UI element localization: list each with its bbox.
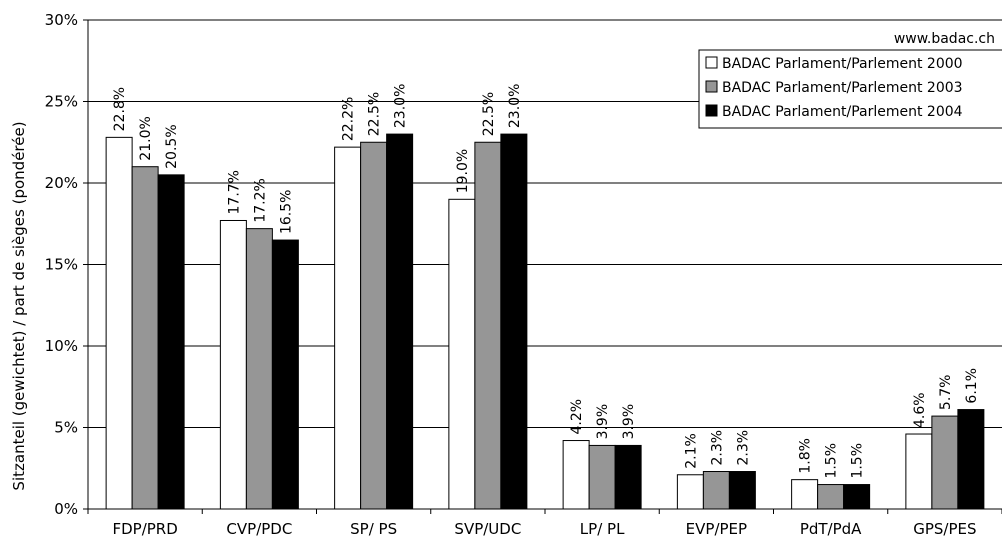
legend-swatch (705, 80, 718, 93)
data-label: 6.1% (964, 368, 980, 404)
bar (157, 174, 185, 510)
data-label: 2.1% (683, 433, 699, 469)
data-label: 20.5% (164, 124, 180, 168)
x-tick-label: LP/ PL (580, 520, 625, 538)
y-tick-label: 0% (54, 500, 78, 518)
x-tick-label: CVP/PDC (226, 520, 292, 538)
data-label: 22.8% (112, 87, 128, 131)
legend-label: BADAC Parlament/Parlement 2000 (722, 56, 963, 72)
x-tick-label: PdT/PdA (800, 520, 862, 538)
data-label: 1.5% (824, 443, 840, 479)
data-label: 16.5% (278, 190, 294, 234)
data-label: 3.9% (621, 404, 637, 440)
bar (588, 444, 616, 510)
x-tick-label: EVP/PEP (686, 520, 747, 538)
data-label: 2.3% (709, 430, 725, 466)
bar (245, 228, 273, 510)
legend: BADAC Parlament/Parlement 2000 BADAC Parl… (698, 49, 1002, 129)
y-tick-label: 25% (45, 93, 78, 111)
bar (702, 471, 730, 510)
bar (817, 484, 845, 510)
data-label: 21.0% (138, 116, 154, 160)
y-tick-label: 10% (45, 337, 78, 355)
source-note: www.badac.ch (894, 31, 995, 47)
legend-label: BADAC Parlament/Parlement 2003 (722, 80, 963, 96)
y-tick-label: 5% (54, 419, 78, 437)
data-label: 1.5% (850, 443, 866, 479)
data-label: 23.0% (393, 84, 409, 128)
legend-swatch (705, 104, 718, 117)
bar (931, 415, 959, 510)
data-label: 4.2% (569, 399, 585, 435)
y-axis-ticks: 0% 5% 10% 15% 20% 25% 30% (45, 11, 88, 518)
y-tick-label: 20% (45, 174, 78, 192)
data-label: 22.5% (367, 92, 383, 136)
bar (614, 444, 642, 510)
data-labels: 22.8% 21.0% 20.5% 17.7% 17.2% 16.5% 22.2% 22.5%… (112, 84, 980, 479)
x-axis-ticks: FDP/PRD CVP/PDC SP/ PS SVP/UDC LP/ PL EVP/PEP… (87, 509, 1002, 538)
bar (448, 198, 476, 510)
x-tick-label: SP/ PS (350, 520, 397, 538)
data-label: 4.6% (912, 392, 928, 428)
bar (271, 239, 299, 510)
data-label: 22.5% (481, 92, 497, 136)
data-label: 2.3% (735, 430, 751, 466)
bar (219, 219, 247, 510)
bar (791, 479, 819, 510)
bar (562, 440, 590, 510)
y-tick-label: 15% (45, 256, 78, 274)
bar (843, 484, 871, 510)
data-label: 17.7% (226, 170, 242, 214)
bar (728, 471, 756, 510)
bar (474, 141, 502, 510)
bar (105, 136, 133, 510)
legend-box (698, 49, 1002, 129)
bar (334, 146, 362, 510)
bar (360, 141, 388, 510)
x-tick-label: FDP/PRD (112, 520, 177, 538)
data-label: 5.7% (938, 375, 954, 411)
data-label: 23.0% (507, 84, 523, 128)
legend-label: BADAC Parlament/Parlement 2004 (722, 104, 963, 120)
data-label: 22.2% (341, 97, 357, 141)
data-label: 19.0% (455, 149, 471, 193)
bar (500, 133, 528, 510)
y-tick-label: 30% (45, 11, 78, 29)
data-label: 17.2% (252, 178, 268, 222)
data-label: 1.8% (798, 438, 814, 474)
x-tick-label: GPS/PES (913, 520, 976, 538)
bar (957, 409, 985, 510)
bar (131, 166, 159, 510)
bar (676, 474, 704, 510)
bar (905, 433, 933, 510)
bars (105, 133, 985, 510)
legend-swatch (705, 56, 718, 69)
y-axis-title: Sitzanteil (gewichtet) / part de sièges … (10, 121, 28, 490)
x-tick-label: SVP/UDC (454, 520, 521, 538)
bar (386, 133, 414, 510)
data-label: 3.9% (595, 404, 611, 440)
